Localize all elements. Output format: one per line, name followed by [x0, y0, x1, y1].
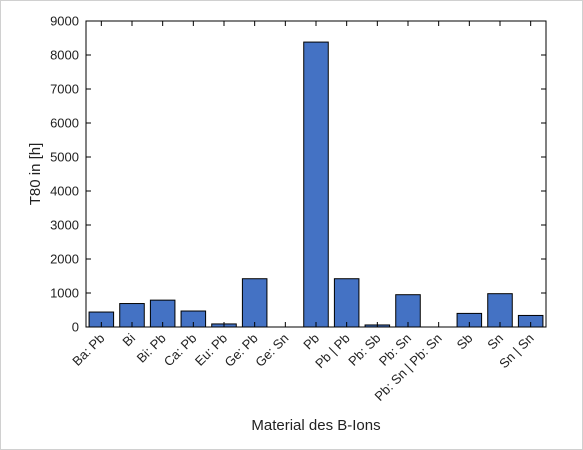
x-tick-label: Pb — [300, 331, 322, 353]
x-tick-label: Ge: Sn — [252, 331, 291, 370]
x-tick-label: Sb — [454, 331, 476, 353]
x-axis-label: Material des B-Ions — [251, 417, 380, 434]
y-tick-label: 1000 — [50, 286, 79, 301]
bar-pb-pb — [333, 278, 360, 328]
x-tick-label: Ge: Pb — [222, 331, 261, 370]
x-tick-label: Ca: Pb — [161, 331, 200, 370]
x-tick-label: Ba: Pb — [69, 331, 107, 369]
x-tick-label: Sn | Sn — [496, 331, 537, 372]
y-tick-label: 4000 — [50, 184, 79, 199]
x-tick-label: Pb: Sb — [345, 331, 383, 369]
bars-group — [88, 41, 544, 328]
y-tick-label: 3000 — [50, 218, 79, 233]
y-tick-label: 5000 — [50, 150, 79, 165]
y-tick-label: 7000 — [50, 82, 79, 97]
y-tick-label: 2000 — [50, 252, 79, 267]
x-tick-label: Pb | Pb — [312, 331, 353, 372]
x-tick-label: Bi — [119, 330, 138, 349]
y-tick-label: 8000 — [50, 48, 79, 63]
bar-ge-pb — [241, 278, 268, 328]
bar-pb — [303, 41, 329, 328]
y-ticks-group: 0 1000 2000 3000 4000 5000 6000 7000 8000 9000 — [50, 14, 546, 335]
y-tick-label: 0 — [72, 320, 79, 335]
bar-sn — [487, 293, 513, 328]
y-axis-label: T80 in [h] — [27, 143, 44, 206]
y-tick-label: 6000 — [50, 116, 79, 131]
x-tick-label: Sn — [484, 331, 506, 353]
y-tick-label: 9000 — [50, 14, 79, 29]
bar-pb-sn — [395, 294, 421, 328]
